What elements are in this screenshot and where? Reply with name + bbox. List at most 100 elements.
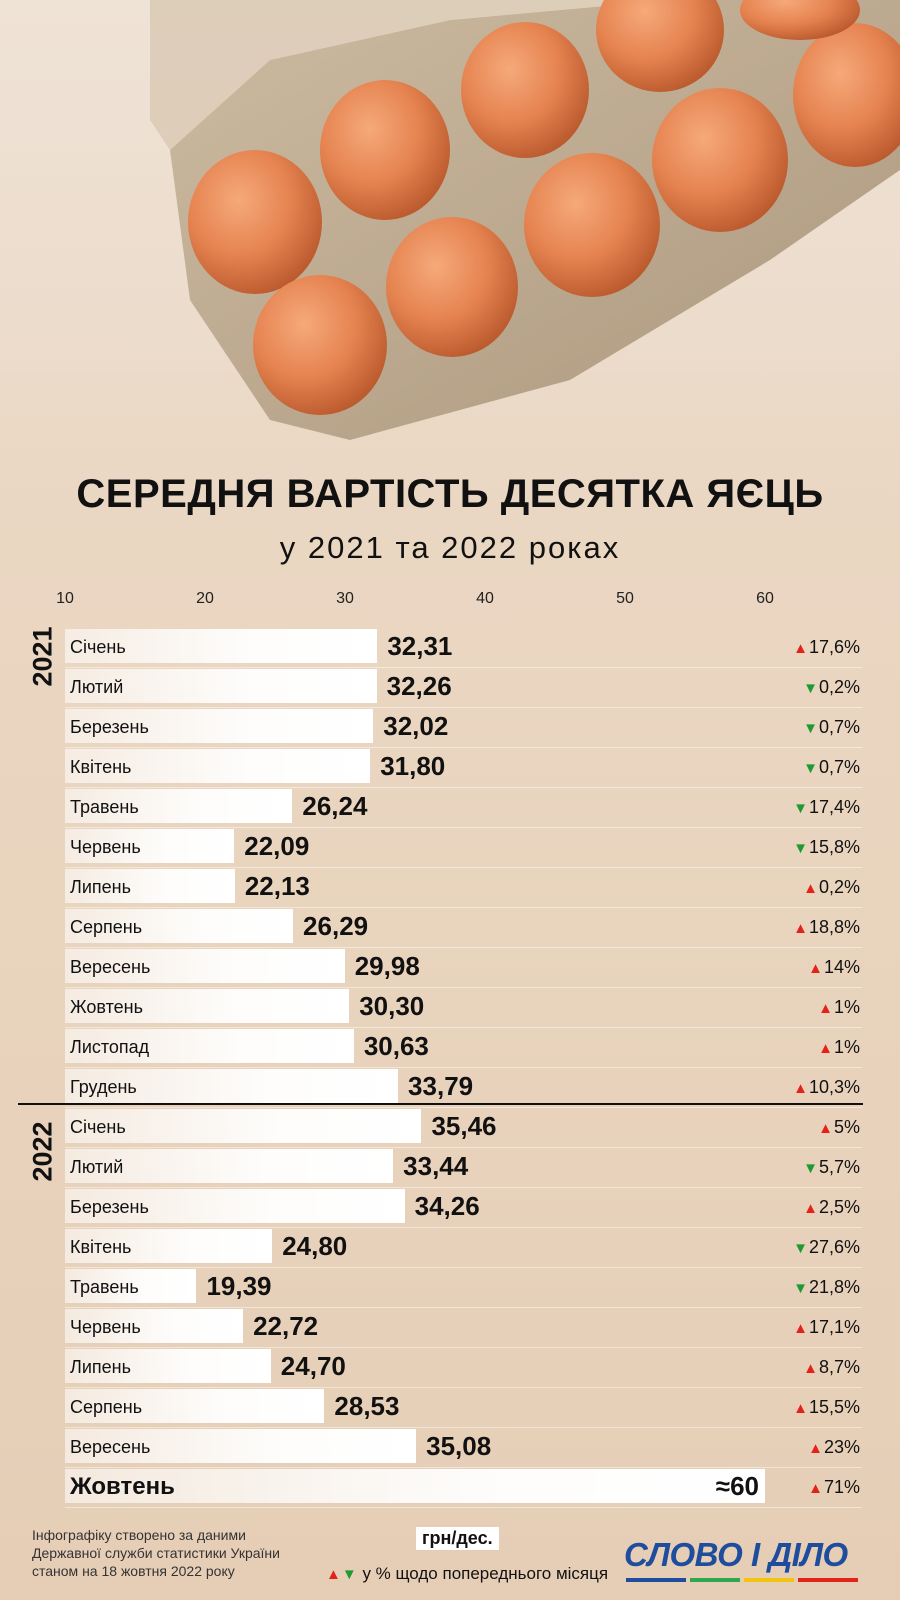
- up-arrow-icon: ▲: [818, 1040, 833, 1057]
- value-label: 26,24: [302, 791, 368, 821]
- bar: [65, 629, 378, 663]
- logo-stripe-yellow: [744, 1578, 794, 1582]
- table-row: Вересень 35,08 ▲23%: [65, 1427, 862, 1468]
- bar: [65, 749, 371, 783]
- down-arrow-icon: ▼: [793, 1240, 808, 1257]
- change-value: 15,5%: [808, 1397, 860, 1417]
- value-label: 32,26: [386, 671, 452, 701]
- down-arrow-icon: ▼: [803, 1160, 818, 1177]
- month-label: Квітень: [70, 1237, 132, 1257]
- month-label: Січень: [70, 637, 126, 657]
- change-value: 0,7%: [818, 717, 860, 737]
- bar: [65, 829, 235, 863]
- value-label: 26,29: [303, 911, 369, 941]
- value-label: 35,08: [426, 1431, 492, 1461]
- month-label: Квітень: [70, 757, 132, 777]
- bar: [65, 1109, 422, 1143]
- change-label: ▲5%: [818, 1117, 860, 1138]
- table-row: Травень 19,39 ▼21,8%: [65, 1267, 862, 1308]
- value-label: 24,70: [280, 1351, 346, 1381]
- change-label: ▲10,3%: [793, 1077, 860, 1098]
- table-row: Липень 22,13 ▲0,2%: [65, 867, 862, 908]
- x-tick-label: 20: [196, 590, 214, 607]
- year-label-2021: 2021: [27, 626, 58, 687]
- value-label: 24,80: [282, 1231, 348, 1261]
- change-value: 23%: [823, 1437, 860, 1457]
- table-row: Листопад 30,63 ▲1%: [65, 1027, 862, 1068]
- egg-carton-illustration: [150, 0, 900, 440]
- table-row: Серпень 28,53 ▲15,5%: [65, 1387, 862, 1428]
- month-label: Березень: [70, 717, 149, 737]
- year-label-2022: 2022: [27, 1121, 58, 1182]
- change-label: ▲17,1%: [793, 1317, 860, 1338]
- table-row: Грудень 33,79 ▲10,3%: [65, 1067, 862, 1108]
- change-label: ▲17,6%: [793, 637, 860, 658]
- year-divider: [18, 1103, 863, 1105]
- value-label: 31,80: [380, 751, 446, 781]
- change-value: 17,1%: [808, 1317, 860, 1337]
- value-label: 33,44: [403, 1151, 469, 1181]
- logo-stripe-red: [798, 1578, 858, 1582]
- change-label: ▲18,8%: [793, 917, 860, 938]
- change-label: ▲1%: [818, 997, 860, 1018]
- month-label: Травень: [70, 797, 139, 817]
- month-label: Січень: [70, 1117, 126, 1137]
- value-label: 29,98: [354, 951, 420, 981]
- month-label: Червень: [70, 837, 141, 857]
- value-label: 32,02: [383, 711, 449, 741]
- up-arrow-icon: ▲: [793, 920, 808, 937]
- change-value: 71%: [823, 1477, 860, 1497]
- value-label: 22,72: [253, 1311, 319, 1341]
- change-label: ▼27,6%: [793, 1237, 860, 1258]
- table-row: Жовтень 30,30 ▲1%: [65, 987, 862, 1028]
- bar: [65, 1309, 244, 1343]
- source-note: Інфографіку створено за даними Державної…: [32, 1527, 280, 1579]
- change-label: ▼0,2%: [803, 677, 860, 698]
- bar: [65, 909, 294, 943]
- up-arrow-icon: ▲: [808, 960, 823, 977]
- chart-subtitle: у 2021 та 2022 роках: [279, 530, 621, 565]
- change-value: 15,8%: [808, 837, 860, 857]
- month-label: Серпень: [70, 917, 143, 937]
- bar: [65, 1069, 399, 1103]
- month-label: Липень: [70, 877, 131, 897]
- value-label: 22,09: [244, 831, 310, 861]
- month-label: Вересень: [70, 957, 151, 977]
- change-label: ▼17,4%: [793, 797, 860, 818]
- value-label: 22,13: [244, 871, 310, 901]
- value-label: 34,26: [414, 1191, 480, 1221]
- down-arrow-icon: ▼: [803, 720, 818, 737]
- value-label: 33,79: [408, 1071, 474, 1101]
- table-row: Березень 32,02 ▼0,7%: [65, 707, 862, 748]
- bar: [65, 1269, 197, 1303]
- chart-title: СЕРЕДНЯ ВАРТІСТЬ ДЕСЯТКА ЯЄЦЬ: [76, 472, 824, 516]
- change-value: 0,7%: [818, 757, 860, 777]
- down-arrow-icon: ▼: [803, 680, 818, 697]
- value-label: 30,30: [359, 991, 425, 1021]
- x-tick-label: 50: [616, 590, 634, 607]
- month-label: Липень: [70, 1357, 131, 1377]
- value-label: 35,46: [431, 1111, 497, 1141]
- change-label: ▼5,7%: [803, 1157, 860, 1178]
- change-label: ▲1%: [818, 1037, 860, 1058]
- bar: [65, 1189, 405, 1223]
- change-value: 0,2%: [818, 677, 860, 697]
- up-arrow-icon: ▲: [326, 1566, 341, 1583]
- down-arrow-icon: ▼: [793, 1280, 808, 1297]
- up-arrow-icon: ▲: [818, 1000, 833, 1017]
- up-arrow-icon: ▲: [793, 1400, 808, 1417]
- change-label: ▲8,7%: [803, 1357, 860, 1378]
- down-arrow-icon: ▼: [793, 840, 808, 857]
- up-arrow-icon: ▲: [793, 640, 808, 657]
- down-arrow-icon: ▼: [793, 800, 808, 817]
- up-arrow-icon: ▲: [793, 1320, 808, 1337]
- unit-label: грн/дес.: [416, 1527, 499, 1550]
- change-value: 27,6%: [808, 1237, 860, 1257]
- bar: [65, 1429, 417, 1463]
- x-tick-label: 40: [476, 590, 494, 607]
- bar: [65, 1389, 325, 1423]
- change-legend: ▲▼ у % щодо попереднього місяця: [326, 1564, 608, 1584]
- change-label: ▼0,7%: [803, 717, 860, 738]
- table-row: Квітень 24,80 ▼27,6%: [65, 1227, 862, 1268]
- table-row: Жовтень ≈60 ▲71%: [65, 1467, 862, 1508]
